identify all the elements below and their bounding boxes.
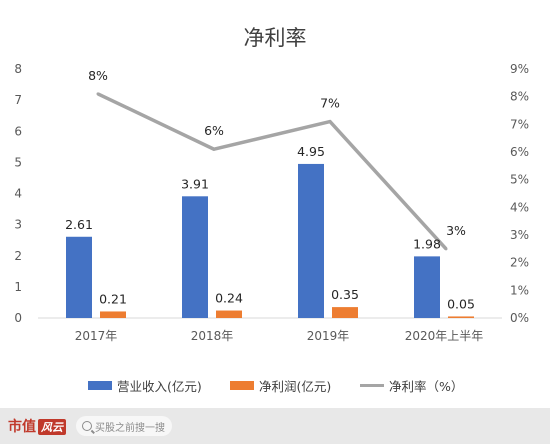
right-axis-tick-label: 6% <box>510 145 529 159</box>
revenue-bar <box>182 196 208 318</box>
net-profit-bar <box>100 311 126 318</box>
legend-item-net-profit: 净利润(亿元) <box>230 376 331 395</box>
revenue-bar <box>414 256 440 318</box>
net-margin-data-label: 3% <box>446 223 466 238</box>
net-profit-data-label: 0.05 <box>447 296 475 311</box>
legend-label-net-profit: 净利润(亿元) <box>259 379 332 394</box>
net-margin-point <box>212 147 216 151</box>
net-margin-data-label: 6% <box>204 123 224 138</box>
net-profit-bar <box>332 307 358 318</box>
x-axis-tick-label: 2019年 <box>307 329 350 343</box>
legend-item-net-margin: 净利率（%） <box>360 376 463 395</box>
right-axis-tick-label: 3% <box>510 228 529 242</box>
legend: 营业收入(亿元) 净利润(亿元) 净利率（%） <box>0 376 550 394</box>
left-axis-tick-label: 7 <box>14 93 22 107</box>
chart-card: 净利率 0 1 2 3 4 5 6 7 8 0% 1% 2% 3% 4% 5% 6% 7% 8% 9% 2.61 3… <box>0 0 550 408</box>
legend-swatch-net-profit <box>230 381 254 390</box>
net-profit-data-label: 0.35 <box>331 287 359 302</box>
net-margin-point <box>96 92 100 96</box>
legend-swatch-net-margin <box>360 384 384 387</box>
right-axis-tick-label: 2% <box>510 256 529 270</box>
x-axis-tick-label: 2017年 <box>75 329 118 343</box>
x-axis-tick-label: 2018年 <box>191 329 234 343</box>
brand-logo[interactable]: 市值 风云 <box>8 416 66 436</box>
left-axis-tick-label: 1 <box>14 280 22 294</box>
footer-bar: 市值 风云 买股之前搜一搜 <box>0 408 550 444</box>
left-axis-tick-label: 3 <box>14 218 22 232</box>
legend-label-revenue: 营业收入(亿元) <box>117 379 202 394</box>
right-axis-tick-label: 5% <box>510 173 529 187</box>
revenue-bar <box>298 163 324 318</box>
legend-label-net-margin: 净利率（%） <box>389 379 464 394</box>
revenue-data-label: 2.61 <box>65 217 93 232</box>
legend-swatch-revenue <box>88 381 112 390</box>
right-axis-tick-label: 9% <box>510 62 529 76</box>
left-axis-tick-label: 8 <box>14 62 22 76</box>
revenue-data-label: 3.91 <box>181 176 209 191</box>
net-margin-data-label: 7% <box>320 96 340 111</box>
search-icon <box>82 421 92 431</box>
legend-item-revenue: 营业收入(亿元) <box>88 376 202 395</box>
revenue-data-label: 4.95 <box>297 144 325 159</box>
brand-badge: 风云 <box>38 419 66 435</box>
left-axis-tick-label: 5 <box>14 155 22 169</box>
net-margin-point <box>328 120 332 124</box>
net-profit-bar <box>448 316 474 318</box>
net-margin-data-label: 8% <box>88 68 108 83</box>
right-axis-tick-label: 7% <box>510 117 529 131</box>
search-placeholder: 买股之前搜一搜 <box>95 422 165 434</box>
revenue-bar <box>66 236 92 318</box>
brand-name: 市值 <box>8 419 36 435</box>
net-profit-data-label: 0.21 <box>99 291 127 306</box>
net-profit-data-label: 0.24 <box>215 291 243 306</box>
left-axis-tick-label: 0 <box>14 311 22 325</box>
chart-title: 净利率 <box>243 26 307 50</box>
right-axis-tick-label: 0% <box>510 311 529 325</box>
net-profit-bar <box>216 310 242 318</box>
chart-svg: 0 1 2 3 4 5 6 7 8 0% 1% 2% 3% 4% 5% 6% 7% 8% 9% 2.61 3.91 4… <box>14 62 529 343</box>
x-axis-tick-label: 2020年上半年 <box>405 329 484 343</box>
right-axis-tick-label: 4% <box>510 200 529 214</box>
net-margin-point <box>444 247 448 251</box>
left-axis-tick-label: 4 <box>14 187 22 201</box>
right-axis-tick-label: 8% <box>510 90 529 104</box>
right-axis-tick-label: 1% <box>510 283 529 297</box>
revenue-data-label: 1.98 <box>413 236 441 251</box>
left-axis-tick-label: 2 <box>14 249 22 263</box>
search-box[interactable]: 买股之前搜一搜 <box>76 416 172 436</box>
left-axis-tick-label: 6 <box>14 124 22 138</box>
net-margin-line <box>97 92 448 251</box>
